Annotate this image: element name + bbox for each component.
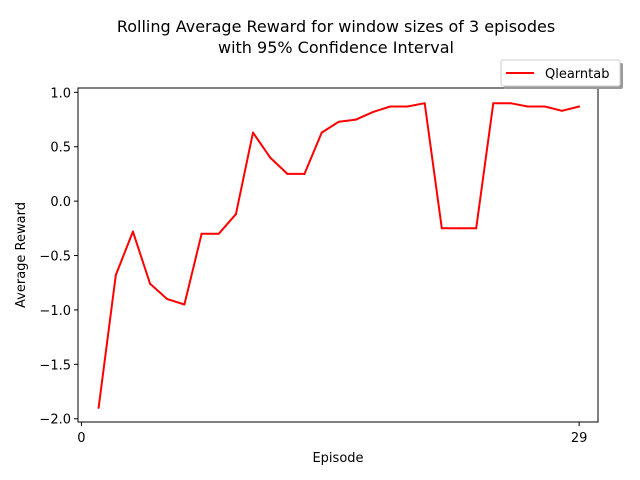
data-point: [97, 406, 100, 409]
chart-subtitle: with 95% Confidence Interval: [218, 38, 454, 57]
data-point: [389, 105, 392, 108]
y-tick-label: −2.0: [39, 413, 71, 428]
data-point: [286, 172, 289, 175]
data-point: [131, 230, 134, 233]
y-axis-ticks: 1.0 0.5 0.0 −0.5 −1.0 −1.5 −2.0: [39, 86, 78, 428]
chart-title: Rolling Average Reward for window sizes …: [117, 17, 555, 36]
data-point: [337, 120, 340, 123]
data-point: [492, 102, 495, 105]
data-point: [114, 274, 117, 277]
data-point: [200, 232, 203, 235]
y-tick-label: −0.5: [39, 250, 71, 265]
x-tick-label: 29: [571, 431, 588, 446]
x-axis-label: Episode: [312, 451, 363, 466]
data-point: [526, 105, 529, 108]
data-point: [269, 156, 272, 159]
data-point: [457, 227, 460, 230]
legend: Qlearntab: [500, 59, 623, 89]
data-point: [183, 303, 186, 306]
data-point: [252, 131, 255, 134]
data-point: [475, 227, 478, 230]
plot-area-frame: [77, 87, 599, 423]
data-point: [303, 172, 306, 175]
series-line: [97, 102, 580, 409]
x-tick-label: 0: [77, 431, 85, 446]
data-point: [440, 227, 443, 230]
data-point: [406, 105, 409, 108]
data-point: [372, 110, 375, 113]
x-axis-ticks: 0 29: [77, 422, 587, 446]
data-point: [320, 131, 323, 134]
y-tick-label: −1.0: [39, 304, 71, 319]
legend-box: [500, 59, 621, 87]
data-point: [578, 105, 581, 108]
data-point: [217, 232, 220, 235]
data-point: [560, 109, 563, 112]
data-point: [166, 298, 169, 301]
y-tick-label: −1.5: [39, 358, 71, 373]
legend-series-label: Qlearntab: [545, 67, 609, 82]
data-point: [423, 102, 426, 105]
series-layer: [97, 102, 581, 409]
data-point: [543, 105, 546, 108]
y-tick-label: 0.0: [50, 195, 71, 210]
y-tick-label: 0.5: [50, 141, 71, 156]
data-point: [355, 118, 358, 121]
y-axis-label: Average Reward: [14, 202, 29, 308]
data-point: [509, 102, 512, 105]
data-point: [234, 213, 237, 216]
data-point: [149, 282, 152, 285]
y-tick-label: 1.0: [50, 86, 71, 101]
